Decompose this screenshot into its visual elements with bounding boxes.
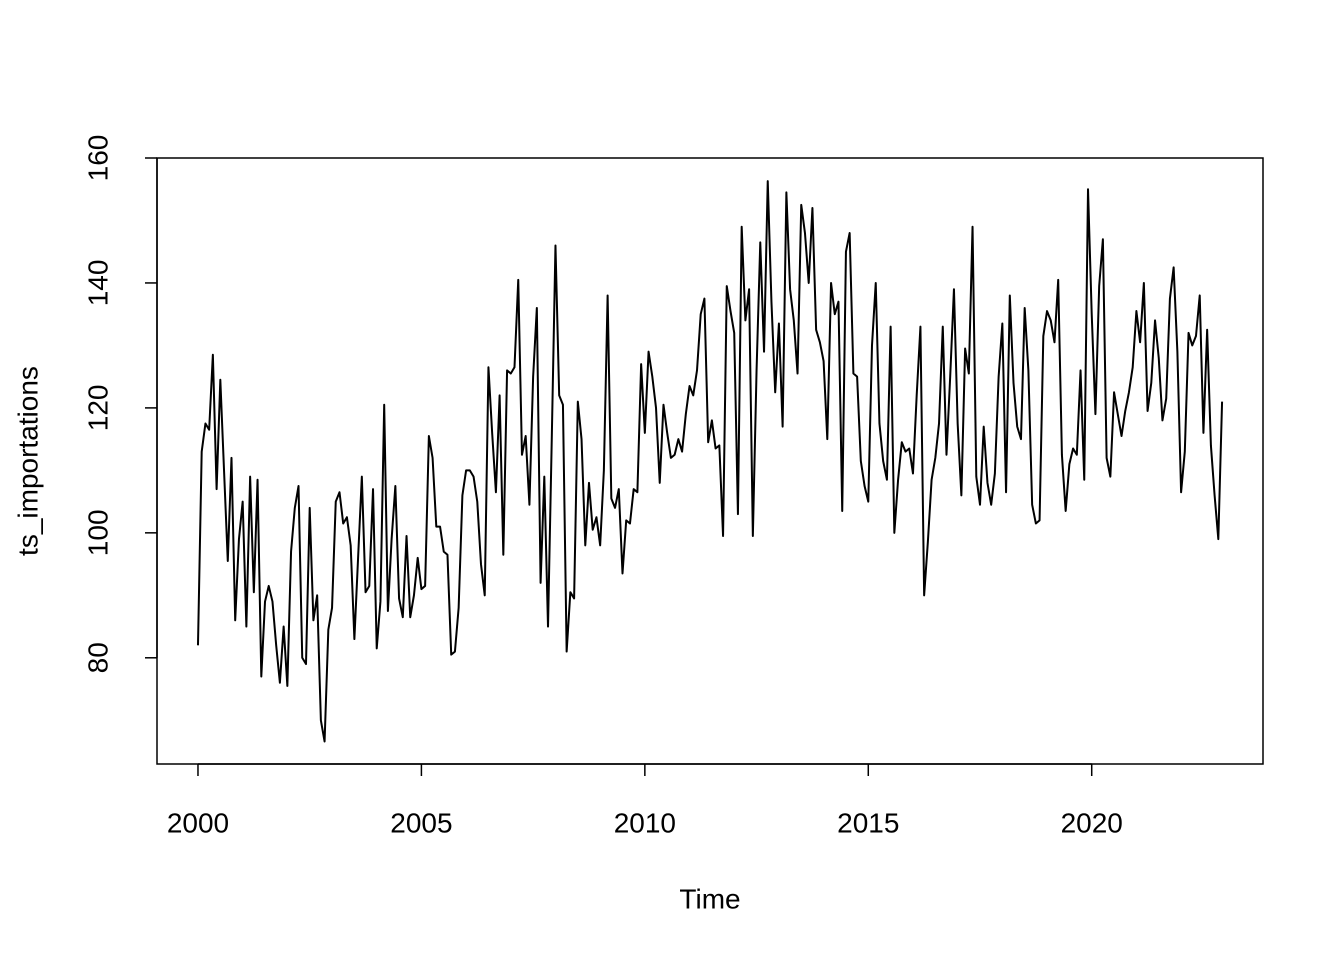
x-tick-label: 2020 [1061, 807, 1123, 838]
y-tick-label: 120 [82, 385, 113, 432]
series-line [196, 180, 1224, 743]
y-tick-label: 160 [82, 135, 113, 182]
x-tick-label: 2000 [167, 807, 229, 838]
x-tick-label: 2010 [614, 807, 676, 838]
x-axis-label: Time [679, 883, 740, 914]
plot-box [156, 157, 1264, 765]
y-tick-label: 100 [82, 509, 113, 556]
y-tick-label: 140 [82, 260, 113, 307]
y-tick-label: 80 [82, 642, 113, 673]
x-tick-label: 2015 [837, 807, 899, 838]
x-tick-label: 2005 [390, 807, 452, 838]
y-axis-label: ts_importations [12, 366, 43, 556]
